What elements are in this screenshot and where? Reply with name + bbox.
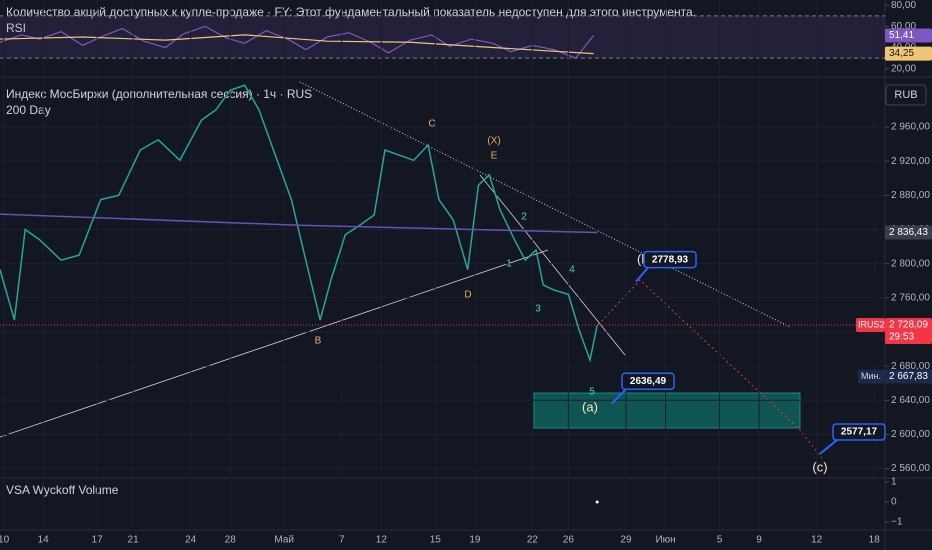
y-tick-label: 2 880,00	[891, 190, 930, 201]
x-tick-label: 28	[225, 535, 237, 546]
target-box	[621, 372, 675, 391]
y-tick-label: 2 560,00	[891, 463, 930, 474]
y-tick-label: 60,00	[891, 21, 916, 32]
wave-label: 5	[589, 387, 595, 398]
countdown: 29:53	[889, 332, 914, 343]
target-pointer	[635, 266, 649, 283]
y-tick-label: 2 680,00	[891, 361, 930, 372]
target-box	[643, 250, 697, 269]
point	[595, 500, 599, 504]
target-label: 2577,17	[841, 427, 878, 438]
wave-label: 2	[521, 212, 527, 223]
x-tick-label: 12	[376, 535, 388, 546]
symbol-label: IRUS2	[858, 319, 885, 329]
x-tick-label: 29	[620, 535, 632, 546]
y-tick-label: 2 600,00	[891, 429, 930, 440]
wave-label: E	[491, 151, 498, 162]
y-tick-label: 2 800,00	[891, 258, 930, 269]
y-tick-label: 2 760,00	[891, 292, 930, 303]
series-line	[0, 84, 598, 363]
min-badge	[885, 369, 932, 384]
symbol-tag	[856, 318, 885, 333]
y-tick-label: −1	[891, 517, 903, 528]
x-tick-label: 5	[717, 535, 723, 546]
wave-label: (c)	[812, 459, 827, 474]
x-tick-label: 12	[811, 535, 823, 546]
wave-label: 1	[506, 259, 512, 270]
wave-label: 4	[569, 265, 575, 276]
price-badge-label: 34,25	[889, 48, 914, 59]
ma-label: 200 Day	[6, 103, 51, 117]
pane-title: VSA Wyckoff Volume	[6, 483, 119, 497]
currency-label[interactable]: RUB	[894, 89, 917, 101]
rsi-band	[0, 15, 885, 59]
series-line	[0, 25, 595, 59]
min-value: 2 667,83	[889, 371, 928, 382]
x-tick-label: 24	[185, 535, 197, 546]
x-tick-label: 9	[756, 535, 762, 546]
wave-label: (X)	[487, 136, 500, 147]
y-tick-label: 1	[891, 477, 897, 488]
pane-title: Индекс МосБиржи (дополнительная сессия) …	[6, 87, 312, 101]
x-tick-label: 22	[527, 535, 539, 546]
x-tick-label: 10	[0, 535, 10, 546]
x-tick-label: 17	[92, 535, 104, 546]
min-label: Мин.	[861, 371, 881, 381]
min-tag	[858, 369, 885, 384]
price-badge	[885, 225, 932, 240]
x-tick-label: 14	[38, 535, 50, 546]
y-tick-label: 2 640,00	[891, 395, 930, 406]
target-pointer	[819, 439, 838, 455]
price-badge	[885, 28, 932, 43]
wave-label: (a)	[582, 399, 598, 414]
target-label: 2778,93	[652, 254, 689, 265]
y-tick-label: 2 960,00	[891, 122, 930, 133]
y-tick-label: 20,00	[891, 63, 916, 74]
x-tick-label: 19	[469, 535, 481, 546]
price-badge-label: 51,41	[889, 30, 914, 41]
price-badge	[885, 46, 932, 61]
x-tick-label: Июн	[655, 535, 675, 546]
x-tick-label: 18	[869, 535, 881, 546]
y-tick-label: 2 920,00	[891, 156, 930, 167]
x-tick-label: 7	[339, 535, 345, 546]
x-tick-label: 15	[430, 535, 442, 546]
pane-title: RSI	[6, 21, 26, 35]
price-badge-label: 2 836,43	[889, 227, 928, 238]
wave-label: B	[315, 336, 322, 347]
price-badge	[885, 318, 932, 345]
trendline	[299, 81, 791, 328]
target-pointer	[611, 388, 627, 404]
wave-label: C	[428, 119, 435, 130]
currency-button[interactable]	[885, 84, 927, 106]
target-box	[832, 423, 886, 441]
series-line	[0, 213, 598, 234]
target-label: 2636,49	[630, 376, 667, 387]
target-zone	[533, 392, 801, 429]
y-tick-label: 80,00	[891, 0, 916, 11]
price-badge-label: 2 728,09	[889, 320, 928, 331]
wave-label: 3	[535, 304, 541, 315]
x-tick-label: 26	[563, 535, 575, 546]
wave-label: D	[464, 290, 471, 301]
y-tick-label: 0	[891, 497, 897, 508]
series-line	[0, 34, 594, 55]
x-tick-label: Май	[274, 535, 294, 546]
trendline	[0, 249, 549, 438]
x-tick-label: 21	[128, 535, 140, 546]
